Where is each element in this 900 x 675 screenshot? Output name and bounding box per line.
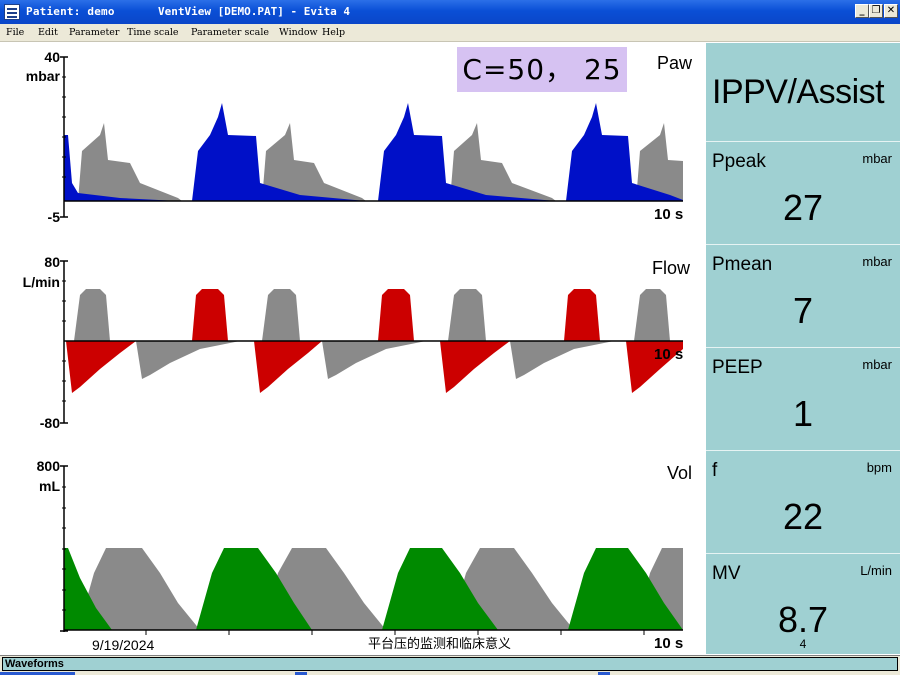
minimize-button[interactable]: _: [855, 4, 869, 18]
page-number: 4: [799, 637, 807, 651]
param-ppeak[interactable]: Ppeak mbar 27: [706, 143, 900, 245]
slide-caption: 平台压的监测和临床意义: [368, 637, 512, 652]
mode-box: IPPV/Assist: [706, 43, 900, 142]
paw-max-label: 40: [44, 49, 60, 65]
waveform-area: 40 mbar -5 Paw 10 s 80 L/min -80 Flow 10…: [0, 43, 706, 654]
menu-edit[interactable]: Edit: [38, 27, 58, 38]
paw-time-label: 10 s: [654, 206, 684, 223]
waveforms-tab[interactable]: Waveforms: [2, 657, 898, 671]
vol-waveform: [64, 548, 683, 631]
param-value: 1: [792, 393, 814, 434]
vol-unit-label: mL: [39, 478, 60, 494]
param-value: 7: [792, 290, 814, 331]
vol-time-label: 10 s: [654, 635, 684, 652]
menu-window[interactable]: Window: [279, 27, 318, 38]
flow-unit-label: L/min: [22, 274, 60, 290]
ventilation-mode: IPPV/Assist: [712, 73, 885, 111]
status-segment: [598, 672, 610, 675]
restore-button[interactable]: ❐: [869, 4, 883, 18]
param-name: MV: [712, 563, 741, 584]
flow-min-label: -80: [39, 415, 60, 431]
paw-min-label: -5: [47, 209, 60, 225]
menu-bar: File Edit Parameter Time scale Parameter…: [0, 24, 900, 42]
status-bar: Waveforms: [0, 655, 900, 675]
param-unit: mbar: [862, 254, 892, 269]
param-frequency[interactable]: f bpm 22: [706, 452, 900, 554]
close-button[interactable]: ✕: [884, 4, 898, 18]
title-bar: Patient: demo VentView [DEMO.PAT] - Evit…: [0, 0, 900, 24]
parameter-panel: IPPV/Assist Ppeak mbar 27 Pmean mbar 7 P…: [706, 43, 900, 654]
menu-parameter[interactable]: Parameter: [69, 27, 120, 38]
param-value: 22: [782, 496, 824, 537]
param-value: 8.7: [777, 599, 829, 640]
flow-time-label: 10 s: [654, 346, 684, 363]
flow-channel-name: Flow: [652, 258, 691, 278]
paw-waveform: [64, 103, 683, 202]
menu-parameter-scale[interactable]: Parameter scale: [191, 27, 269, 38]
menu-time-scale[interactable]: Time scale: [127, 27, 179, 38]
vol-channel-name: Vol: [667, 463, 693, 483]
param-unit: mbar: [862, 151, 892, 166]
flow-waveform: [64, 289, 683, 393]
waveform-plot: [60, 56, 683, 635]
compliance-annotation: C=50， 25: [457, 47, 627, 92]
status-segment: [0, 672, 75, 675]
param-unit: bpm: [866, 460, 892, 475]
param-unit: L/min: [860, 563, 892, 578]
param-name: f: [712, 460, 718, 481]
param-peep[interactable]: PEEP mbar 1: [706, 349, 900, 451]
vol-max-label: 800: [36, 458, 60, 474]
param-value: 27: [782, 187, 824, 228]
param-mv[interactable]: MV L/min 8.7: [706, 555, 900, 654]
menu-file[interactable]: File: [6, 27, 25, 38]
param-unit: mbar: [862, 357, 892, 372]
param-name: PEEP: [712, 357, 763, 378]
window-title: VentView [DEMO.PAT] - Evita 4: [158, 5, 351, 18]
param-pmean[interactable]: Pmean mbar 7: [706, 246, 900, 348]
menu-help[interactable]: Help: [322, 27, 346, 38]
flow-max-label: 80: [44, 254, 60, 270]
param-name: Ppeak: [712, 151, 766, 172]
paw-channel-name: Paw: [657, 53, 693, 73]
status-segment: [295, 672, 307, 675]
paw-unit-label: mbar: [25, 68, 60, 84]
date-label: 9/19/2024: [92, 637, 155, 653]
app-icon[interactable]: [4, 4, 20, 20]
param-name: Pmean: [712, 254, 773, 275]
patient-title: Patient: demo: [26, 5, 115, 18]
